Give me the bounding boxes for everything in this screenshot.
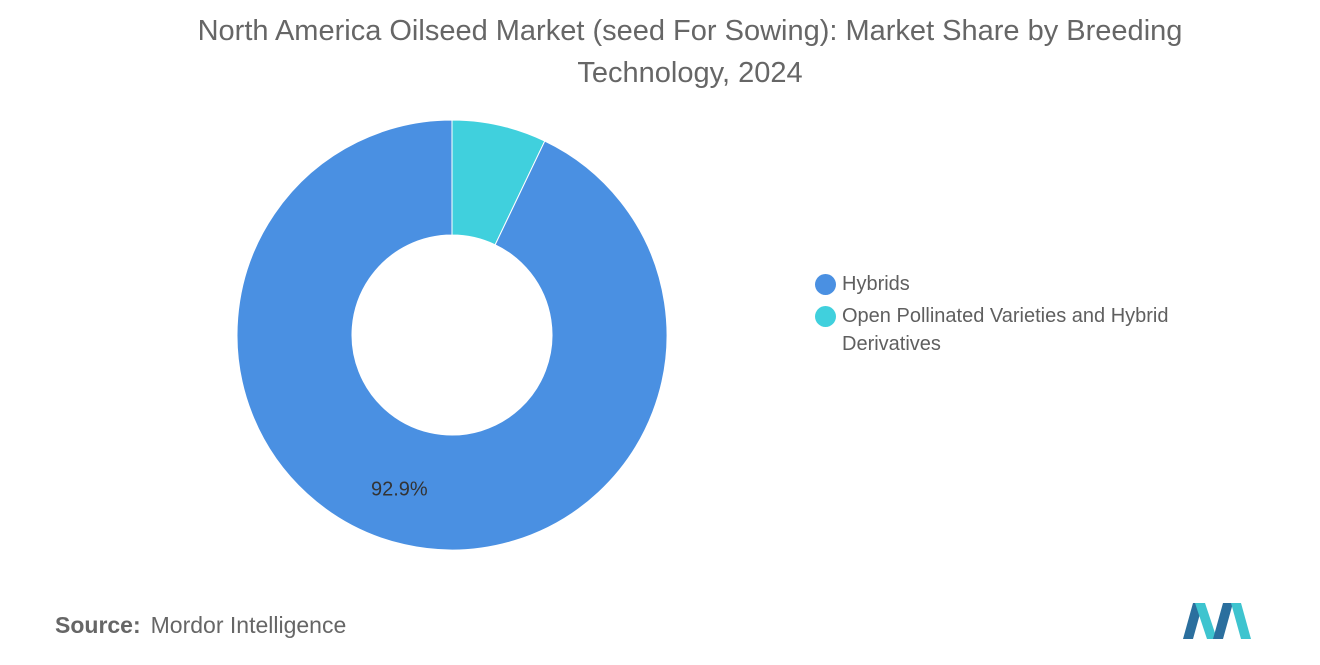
chart-title-line-1: North America Oilseed Market (seed For S… bbox=[197, 15, 1183, 47]
legend-swatch-hybrids bbox=[815, 274, 836, 295]
mordor-intelligence-logo-icon bbox=[1183, 603, 1251, 639]
source-note: Source: Mordor Intelligence bbox=[55, 612, 346, 639]
legend-label-open-pollinated-line-2: Derivatives bbox=[842, 333, 941, 355]
source-key: Source: bbox=[55, 612, 141, 638]
donut-data-labels: 92.9% bbox=[371, 479, 428, 501]
chart-title: North America Oilseed Market (seed For S… bbox=[110, 10, 1270, 94]
source-value: Mordor Intelligence bbox=[150, 612, 347, 638]
chart-legend: Hybrids Open Pollinated Varieties and Hy… bbox=[815, 270, 1235, 362]
data-label-hybrids: 92.9% bbox=[371, 479, 428, 501]
donut-slices bbox=[236, 119, 668, 551]
legend-label-hybrids: Hybrids bbox=[842, 273, 910, 295]
legend-label-open-pollinated-line-1: Open Pollinated Varieties and Hybrid bbox=[842, 305, 1169, 327]
legend-label-open-pollinated: Open Pollinated Varieties and Hybrid Der… bbox=[842, 302, 1168, 358]
legend-swatch-open-pollinated bbox=[815, 306, 836, 327]
legend-item-hybrids: Hybrids bbox=[815, 270, 1235, 298]
chart-title-line-2: Technology, 2024 bbox=[577, 57, 803, 89]
donut-slice-hybrids bbox=[236, 119, 668, 551]
legend-item-open-pollinated: Open Pollinated Varieties and Hybrid Der… bbox=[815, 302, 1235, 358]
